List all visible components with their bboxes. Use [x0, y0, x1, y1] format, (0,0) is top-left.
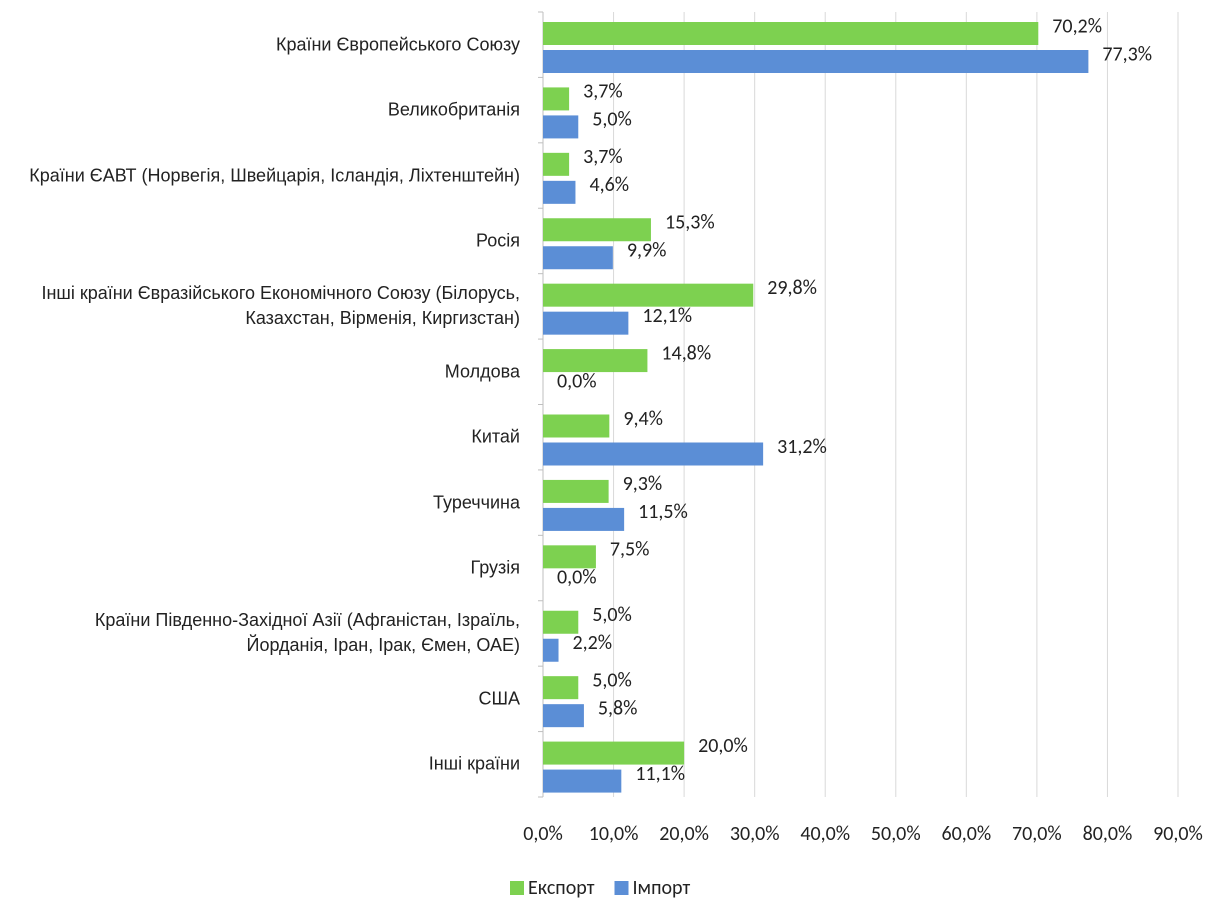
category-label: Грузія — [470, 557, 520, 578]
category-label: Китай — [471, 426, 520, 447]
category-label: Інші країни — [428, 753, 520, 774]
x-tick-label: 40,0% — [800, 822, 850, 846]
category-label: Країни Південно-Західної Азії (Афганіста… — [94, 610, 520, 656]
data-label: 12,1% — [642, 304, 692, 328]
bar — [543, 311, 629, 335]
bar — [543, 349, 648, 373]
category-label: Інші країни Євразійського Економічного С… — [41, 283, 520, 329]
bar — [543, 676, 579, 700]
data-label: 5,0% — [592, 603, 632, 627]
category-label: Країни ЄАВТ (Норвегія, Швейцарія, Ісланд… — [29, 165, 520, 186]
data-label: 11,1% — [635, 762, 685, 786]
bar — [543, 610, 579, 634]
bar — [543, 769, 622, 793]
data-label: 3,7% — [583, 145, 623, 169]
data-label: 9,4% — [623, 407, 663, 431]
data-label: 14,8% — [661, 341, 711, 365]
category-label: Країни Європейського Союзу — [275, 34, 520, 55]
bar — [543, 442, 764, 466]
data-label: 4,6% — [589, 173, 629, 197]
bar — [543, 414, 610, 438]
category-label: Великобританія — [387, 99, 520, 120]
data-label: 70,2% — [1052, 14, 1102, 38]
x-tick-label: 10,0% — [589, 822, 639, 846]
x-tick-label: 90,0% — [1153, 822, 1203, 846]
bar — [543, 152, 570, 176]
data-label: 5,8% — [598, 696, 638, 720]
category-label: Молдова — [444, 361, 520, 382]
x-tick-label: 20,0% — [659, 822, 709, 846]
bar — [543, 479, 609, 503]
legend-label: Експорт — [528, 876, 595, 900]
bar — [543, 741, 685, 765]
bar — [543, 507, 625, 531]
bar — [543, 704, 584, 728]
data-label: 0,0% — [557, 369, 597, 393]
bar — [543, 638, 559, 662]
data-label: 2,2% — [573, 631, 613, 655]
bar — [543, 218, 651, 242]
bar — [543, 22, 1039, 45]
legend-swatch — [510, 881, 524, 895]
x-tick-label: 80,0% — [1083, 822, 1133, 846]
x-tick-label: 0,0% — [523, 822, 563, 846]
data-label: 9,9% — [627, 239, 667, 263]
data-label: 5,0% — [592, 108, 632, 132]
data-label: 31,2% — [777, 435, 827, 459]
legend-swatch — [614, 881, 629, 895]
bar — [543, 180, 576, 204]
x-tick-label: 70,0% — [1012, 822, 1062, 846]
data-label: 5,0% — [592, 668, 632, 692]
data-label: 3,7% — [583, 80, 623, 104]
data-label: 15,3% — [665, 211, 715, 235]
category-label: США — [478, 688, 520, 709]
data-label: 11,5% — [638, 500, 688, 524]
x-tick-label: 50,0% — [871, 822, 921, 846]
category-label: Росія — [476, 230, 520, 251]
data-label: 9,3% — [623, 472, 663, 496]
x-tick-label: 30,0% — [730, 822, 780, 846]
data-label: 20,0% — [698, 734, 748, 758]
data-label: 77,3% — [1102, 42, 1152, 66]
x-tick-label: 60,0% — [941, 822, 991, 846]
data-label: 29,8% — [767, 276, 817, 300]
bar — [543, 87, 570, 111]
bar — [543, 545, 596, 569]
bar — [543, 115, 579, 139]
data-label: 0,0% — [557, 566, 597, 590]
bar — [543, 283, 754, 307]
category-label: Туреччина — [433, 492, 520, 513]
data-label: 7,5% — [610, 538, 650, 562]
bar — [543, 246, 613, 270]
legend-label: Імпорт — [633, 876, 691, 900]
bar — [543, 50, 1089, 73]
